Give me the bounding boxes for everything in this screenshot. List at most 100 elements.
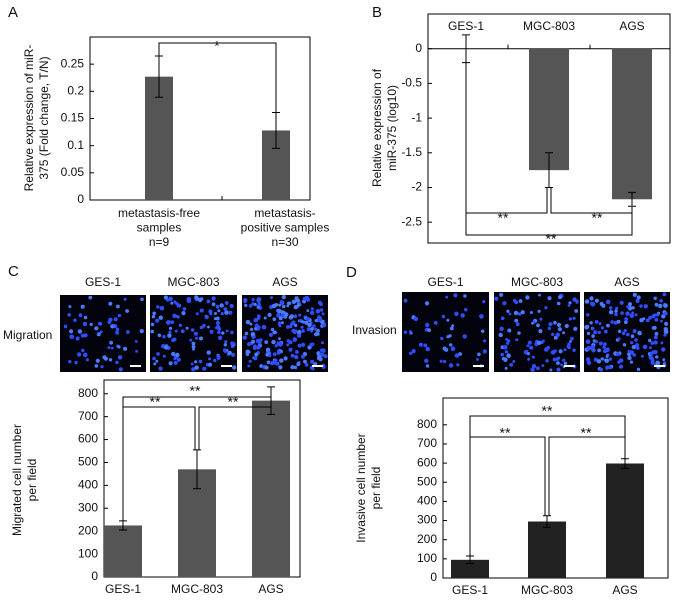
cell-nucleus bbox=[560, 363, 563, 367]
cell-nucleus bbox=[176, 357, 181, 362]
cell-nucleus bbox=[170, 301, 174, 305]
cell-nucleus bbox=[527, 340, 532, 345]
cell-nucleus bbox=[202, 366, 207, 371]
cell-nucleus bbox=[248, 304, 253, 308]
cell-nucleus bbox=[304, 320, 309, 325]
cell-nucleus bbox=[531, 321, 535, 325]
cell-nucleus bbox=[76, 352, 82, 357]
cell-nucleus bbox=[483, 339, 487, 343]
cell-nucleus bbox=[261, 324, 267, 330]
cell-nucleus bbox=[663, 303, 668, 308]
cell-nucleus bbox=[69, 329, 74, 334]
cell-nucleus bbox=[593, 357, 598, 362]
cell-nucleus bbox=[295, 350, 299, 354]
cell-nucleus bbox=[504, 366, 508, 370]
cell-nucleus bbox=[227, 350, 232, 355]
cell-nucleus bbox=[272, 330, 277, 335]
cell-nucleus bbox=[202, 323, 206, 328]
cell-nucleus bbox=[655, 360, 661, 366]
cell-nucleus bbox=[570, 336, 574, 341]
cell-nucleus bbox=[310, 359, 315, 364]
cell-nucleus bbox=[270, 296, 273, 300]
cell-nucleus bbox=[75, 336, 80, 341]
cell-nucleus bbox=[317, 317, 322, 322]
cell-nucleus bbox=[82, 321, 88, 327]
cell-nucleus bbox=[217, 309, 221, 313]
cell-nucleus bbox=[175, 352, 180, 358]
cell-nucleus bbox=[620, 311, 624, 315]
cell-nucleus bbox=[272, 317, 277, 322]
cell-nucleus bbox=[231, 352, 236, 357]
cell-nucleus bbox=[306, 327, 311, 332]
cell-nucleus bbox=[549, 368, 553, 372]
cell-nucleus bbox=[547, 296, 552, 301]
y-tick-label: -0.5 bbox=[401, 76, 422, 90]
cell-nucleus bbox=[243, 298, 248, 303]
cell-nucleus bbox=[278, 342, 283, 347]
significance-label: ** bbox=[581, 425, 592, 441]
cell-nucleus bbox=[629, 360, 634, 364]
y-axis-label: miR-375 (log10) bbox=[385, 85, 399, 171]
cell-nucleus bbox=[168, 296, 173, 302]
cell-nucleus bbox=[314, 319, 318, 323]
cell-nucleus bbox=[504, 350, 509, 354]
cell-nucleus bbox=[83, 333, 88, 338]
cell-nucleus bbox=[643, 304, 648, 309]
cell-nucleus bbox=[288, 324, 293, 329]
cell-nucleus bbox=[498, 332, 503, 338]
cell-nucleus bbox=[586, 331, 591, 336]
cell-nucleus bbox=[115, 327, 120, 331]
cell-nucleus bbox=[207, 325, 210, 329]
cell-nucleus bbox=[433, 321, 438, 325]
cell-nucleus bbox=[454, 311, 459, 316]
cell-nucleus bbox=[627, 349, 631, 353]
cell-nucleus bbox=[191, 367, 196, 372]
y-tick-label: 0 bbox=[430, 570, 437, 584]
cell-nucleus bbox=[152, 356, 156, 361]
cell-nucleus bbox=[445, 295, 449, 299]
significance-label: ** bbox=[500, 425, 511, 441]
cell-nucleus bbox=[451, 324, 455, 328]
cell-nucleus bbox=[254, 352, 259, 357]
cell-nucleus bbox=[660, 319, 663, 323]
cell-nucleus bbox=[640, 354, 644, 358]
cell-nucleus bbox=[164, 345, 169, 350]
cell-nucleus bbox=[642, 344, 648, 350]
cell-nucleus bbox=[517, 331, 521, 335]
cell-nucleus bbox=[614, 309, 618, 313]
cell-nucleus bbox=[108, 317, 113, 322]
cell-nucleus bbox=[537, 340, 542, 345]
cell-nucleus bbox=[89, 322, 93, 327]
cell-nucleus bbox=[482, 349, 487, 354]
cell-nucleus bbox=[574, 309, 579, 313]
cell-nucleus bbox=[527, 357, 531, 361]
cell-nucleus bbox=[94, 327, 97, 330]
cell-nucleus bbox=[464, 308, 468, 312]
cell-nucleus bbox=[551, 332, 555, 336]
cell-nucleus bbox=[639, 304, 643, 308]
cell-nucleus bbox=[218, 335, 223, 340]
cell-nucleus bbox=[564, 323, 569, 329]
y-tick-label: 600 bbox=[78, 432, 98, 446]
y-tick-label: 0 bbox=[91, 569, 98, 583]
cell-nucleus bbox=[450, 346, 456, 352]
cell-nucleus bbox=[162, 335, 166, 339]
cell-nucleus bbox=[314, 332, 319, 337]
cell-nucleus bbox=[263, 316, 267, 320]
cell-nucleus bbox=[196, 297, 200, 301]
cell-nucleus bbox=[195, 336, 198, 340]
cell-nucleus bbox=[425, 364, 430, 368]
cell-nucleus bbox=[190, 362, 194, 366]
cell-nucleus bbox=[276, 350, 281, 355]
cell-nucleus bbox=[636, 367, 641, 371]
x-tick-label: AGS bbox=[619, 19, 644, 33]
image-row-label: Migration bbox=[3, 328, 52, 342]
cell-nucleus bbox=[590, 345, 595, 350]
cell-nucleus bbox=[556, 301, 561, 306]
cell-nucleus bbox=[296, 362, 301, 367]
x-tick-label: AGS bbox=[258, 582, 283, 596]
cell-nucleus bbox=[251, 298, 255, 302]
cell-nucleus bbox=[444, 347, 449, 352]
y-tick-label: 0.1 bbox=[67, 138, 84, 152]
